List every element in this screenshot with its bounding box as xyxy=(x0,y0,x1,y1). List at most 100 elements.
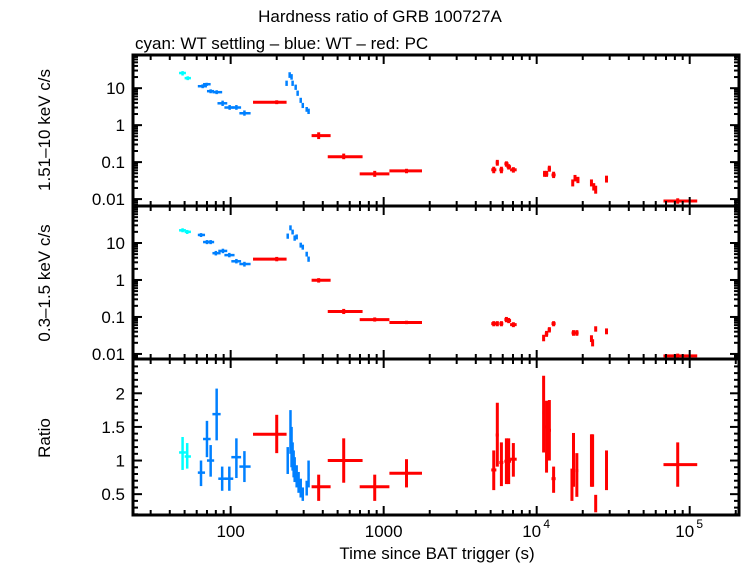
data-point-wt xyxy=(291,229,294,235)
data-point-pc xyxy=(591,339,595,347)
y-tick-label: 1 xyxy=(116,452,125,471)
data-point-pc xyxy=(499,442,504,487)
data-point-pc xyxy=(389,459,422,488)
data-point-wt xyxy=(294,84,297,90)
data-point-wt xyxy=(291,80,294,86)
data-point-wt xyxy=(301,244,305,250)
data-point-wt xyxy=(299,242,302,248)
data-point-pc xyxy=(663,198,698,204)
y-tick-label: 1 xyxy=(116,116,125,135)
data-point-pc xyxy=(542,375,546,453)
x-tick-exponent: 5 xyxy=(696,517,703,531)
data-point-pc xyxy=(589,179,593,187)
data-point-pc xyxy=(551,171,556,179)
y-tick-label: 2 xyxy=(116,384,125,403)
data-point-pc xyxy=(253,100,287,105)
data-point-wt xyxy=(212,90,223,95)
data-point-wt xyxy=(239,110,251,116)
data-point-pc xyxy=(571,330,576,336)
data-point-pc xyxy=(571,432,575,487)
data-point-wt xyxy=(212,250,221,256)
data-point-wt xyxy=(305,106,308,112)
data-point-wt-settling xyxy=(184,443,191,469)
panel-1: 10 1 0.1 0.01 xyxy=(92,204,741,364)
data-point-pc xyxy=(359,474,390,501)
y-tick-label: 0.01 xyxy=(92,345,125,364)
data-point-pc xyxy=(575,330,579,336)
data-point-wt xyxy=(307,460,310,488)
data-point-pc xyxy=(510,443,517,477)
data-point-pc xyxy=(491,450,497,491)
data-point-pc xyxy=(495,321,499,327)
y-axis-label-soft: 0.3–1.5 keV c/s xyxy=(35,224,54,341)
data-point-pc xyxy=(506,438,512,485)
x-axis-label: Time since BAT trigger (s) xyxy=(339,544,534,563)
panel-2: 2 1.5 1 0.5 xyxy=(101,357,741,517)
data-point-wt xyxy=(301,487,305,501)
data-point-pc xyxy=(547,400,551,461)
y-tick-label: 10 xyxy=(106,79,125,98)
y-axis-label-ratio: Ratio xyxy=(35,418,54,458)
data-point-wt xyxy=(197,84,207,89)
data-point-pc xyxy=(591,434,595,487)
data-point-wt xyxy=(206,445,215,477)
data-point-wt-settling xyxy=(184,76,191,81)
data-point-pc xyxy=(389,168,422,174)
data-point-wt xyxy=(218,248,228,254)
data-point-wt xyxy=(288,72,291,78)
data-point-wt xyxy=(286,233,289,239)
y-tick-label: 1.5 xyxy=(101,418,125,437)
data-point-pc xyxy=(311,278,331,283)
data-point-pc xyxy=(506,164,512,170)
data-point-pc xyxy=(491,166,497,174)
data-point-wt xyxy=(299,97,302,103)
data-point-pc xyxy=(389,320,422,325)
data-point-wt xyxy=(305,480,308,496)
data-point-wt-settling xyxy=(179,437,186,470)
data-point-pc xyxy=(327,308,363,315)
data-point-pc xyxy=(594,185,598,194)
y-axis-label-hard: 1.51–10 keV c/s xyxy=(35,69,54,191)
data-point-wt xyxy=(225,466,234,491)
data-point-pc xyxy=(573,174,577,182)
y-tick-label: 0.01 xyxy=(92,190,125,209)
chart-title: Hardness ratio of GRB 100727A xyxy=(258,7,502,26)
data-point-pc xyxy=(544,330,549,337)
data-point-pc xyxy=(359,317,390,322)
data-point-pc xyxy=(311,132,331,140)
data-point-pc xyxy=(605,175,609,183)
data-point-wt xyxy=(197,460,206,487)
panel-frame xyxy=(131,357,741,517)
data-point-wt xyxy=(224,252,235,258)
data-point-pc xyxy=(359,170,390,177)
data-point-wt xyxy=(301,102,305,109)
data-point-wt xyxy=(290,74,293,80)
data-point-wt xyxy=(285,80,288,86)
data-point-wt xyxy=(299,478,302,498)
panel-0: 10 1 0.1 0.01 xyxy=(92,53,741,209)
y-tick-label: 1 xyxy=(116,271,125,290)
data-point-wt xyxy=(307,256,310,262)
data-point-pc xyxy=(605,450,609,491)
data-point-wt xyxy=(197,233,206,238)
data-point-pc xyxy=(547,165,551,172)
x-tick-exponent: 4 xyxy=(543,517,550,531)
data-point-wt xyxy=(203,420,211,458)
data-point-wt-settling xyxy=(184,229,191,234)
data-point-pc xyxy=(311,474,331,501)
data-point-pc xyxy=(504,161,509,167)
data-point-pc xyxy=(571,179,575,187)
data-point-pc xyxy=(510,322,517,328)
data-point-pc xyxy=(495,159,499,166)
panel-frame xyxy=(131,204,741,361)
data-point-wt xyxy=(295,465,298,488)
data-point-pc xyxy=(544,170,549,177)
data-point-pc xyxy=(327,438,363,483)
data-point-pc xyxy=(544,400,549,473)
data-point-wt xyxy=(305,251,308,257)
data-point-pc xyxy=(663,442,698,487)
data-point-wt xyxy=(231,105,242,110)
data-point-pc xyxy=(551,466,556,493)
